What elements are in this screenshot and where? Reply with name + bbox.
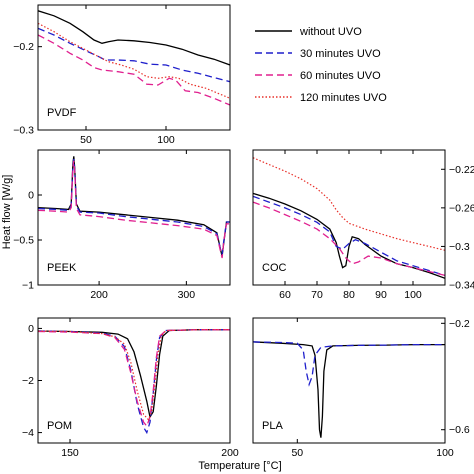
panel-label-peek: PEEK [47, 262, 77, 274]
x-tick-label-pla-100: 100 [436, 447, 454, 459]
panels-layer: 50 100 −0.2 −0.3 PVDF 200 300 0 −0.5 −1 PEEK 60 70 80… [13, 4, 474, 459]
series-without-uvo-pvdf [38, 10, 230, 66]
frame-pla [252, 317, 446, 444]
y-tick-label-pom-2: −2 [22, 375, 34, 387]
series-without-uvo-pom [38, 329, 230, 419]
series-group-pvdf [38, 10, 230, 106]
legend: without UVO 30 minutes UVO 60 minutes UVO 1… [255, 26, 387, 104]
series-30-minutes-uvo-coc [253, 195, 445, 277]
series-group-peek [38, 156, 230, 259]
series-30-minutes-uvo-pvdf [38, 27, 230, 83]
legend-entry-without-uvo: without UVO [255, 26, 362, 38]
panel-label-pla: PLA [262, 420, 283, 432]
legend-label-30-minutes-uvo: 30 minutes UVO [300, 48, 381, 60]
series-60-minutes-uvo-coc [253, 201, 445, 277]
legend-entry-60-minutes-uvo: 60 minutes UVO [255, 70, 381, 82]
x-tick-label-pom-150: 150 [61, 447, 79, 459]
frame-pvdf [37, 4, 231, 131]
y-tick-label-coc-0-3: −0.3 [449, 241, 470, 253]
x-tick-label-coc-100: 100 [404, 289, 422, 301]
x-tick-label-coc-80: 80 [343, 289, 355, 301]
x-tick-label-peek-300: 300 [178, 289, 196, 301]
y-tick-label-coc-0-22: −0.22 [449, 164, 474, 176]
y-tick-label-pom-0: 0 [28, 323, 34, 335]
panel-label-pvdf: PVDF [47, 107, 77, 119]
y-tick-label-pvdf-0-2: −0.2 [13, 41, 34, 53]
panel-coc: 60 70 80 90 100 −0.22 −0.26 −0.3 −0.34 COC [252, 149, 474, 301]
panel-label-coc: COC [262, 262, 287, 274]
x-axis-label: Temperature [°C] [198, 460, 281, 472]
series-30-minutes-uvo-pom [38, 329, 230, 435]
series-group-coc [253, 157, 445, 279]
y-tick-label-pvdf-0-3: −0.3 [13, 125, 34, 137]
series-group-pla [253, 341, 445, 438]
legend-label-60-minutes-uvo: 60 minutes UVO [300, 70, 381, 82]
legend-label-without-uvo: without UVO [299, 26, 362, 38]
y-axis-label: Heat flow [W/g] [1, 175, 13, 250]
series-120-minutes-uvo-pvdf [38, 22, 230, 99]
panel-label-pom: POM [47, 420, 72, 432]
series-120-minutes-uvo-pom [38, 329, 230, 421]
series-60-minutes-uvo-pom [38, 329, 230, 428]
series-30-minutes-uvo-peek [38, 158, 230, 255]
x-tick-label-pvdf-50: 50 [80, 134, 92, 146]
y-tick-label-pom-4: −4 [22, 427, 34, 439]
panel-peek: 200 300 0 −0.5 −1 PEEK [13, 149, 231, 301]
legend-label-120-minutes-uvo: 120 minutes UVO [300, 92, 387, 104]
x-tick-label-pvdf-100: 100 [157, 134, 175, 146]
y-tick-label-pla-0-6: −0.6 [449, 424, 470, 436]
x-tick-label-pla-50: 50 [291, 447, 303, 459]
y-tick-label-coc-0-34: −0.34 [449, 280, 474, 292]
y-tick-label-coc-0-26: −0.26 [449, 202, 474, 214]
series-group-pom [38, 329, 230, 435]
x-tick-label-coc-70: 70 [311, 289, 323, 301]
y-tick-label-peek-0-5: −0.5 [13, 235, 34, 247]
panel-pla: 50 100 −0.2 −0.6 PLA [252, 317, 470, 459]
series-without-uvo-peek [38, 156, 230, 257]
y-tick-label-peek-1: −1 [22, 280, 34, 292]
x-tick-label-coc-60: 60 [279, 289, 291, 301]
series-120-minutes-uvo-coc [253, 157, 445, 251]
panel-pom: 150 200 0 −2 −4 POM [22, 317, 239, 459]
series-60-minutes-uvo-peek [38, 160, 230, 259]
y-tick-label-peek-0: 0 [28, 190, 34, 202]
series-60-minutes-uvo-pvdf [38, 34, 230, 106]
x-tick-label-coc-90: 90 [375, 289, 387, 301]
panel-pvdf: 50 100 −0.2 −0.3 PVDF [13, 4, 231, 146]
x-tick-label-pom-200: 200 [221, 447, 239, 459]
y-tick-label-pla-0-2: −0.2 [449, 318, 470, 330]
legend-entry-30-minutes-uvo: 30 minutes UVO [255, 48, 381, 60]
series-30-minutes-uvo-pla [253, 341, 445, 387]
x-tick-label-peek-200: 200 [90, 289, 108, 301]
frame-peek [37, 149, 231, 286]
legend-entry-120-minutes-uvo: 120 minutes UVO [255, 92, 387, 104]
